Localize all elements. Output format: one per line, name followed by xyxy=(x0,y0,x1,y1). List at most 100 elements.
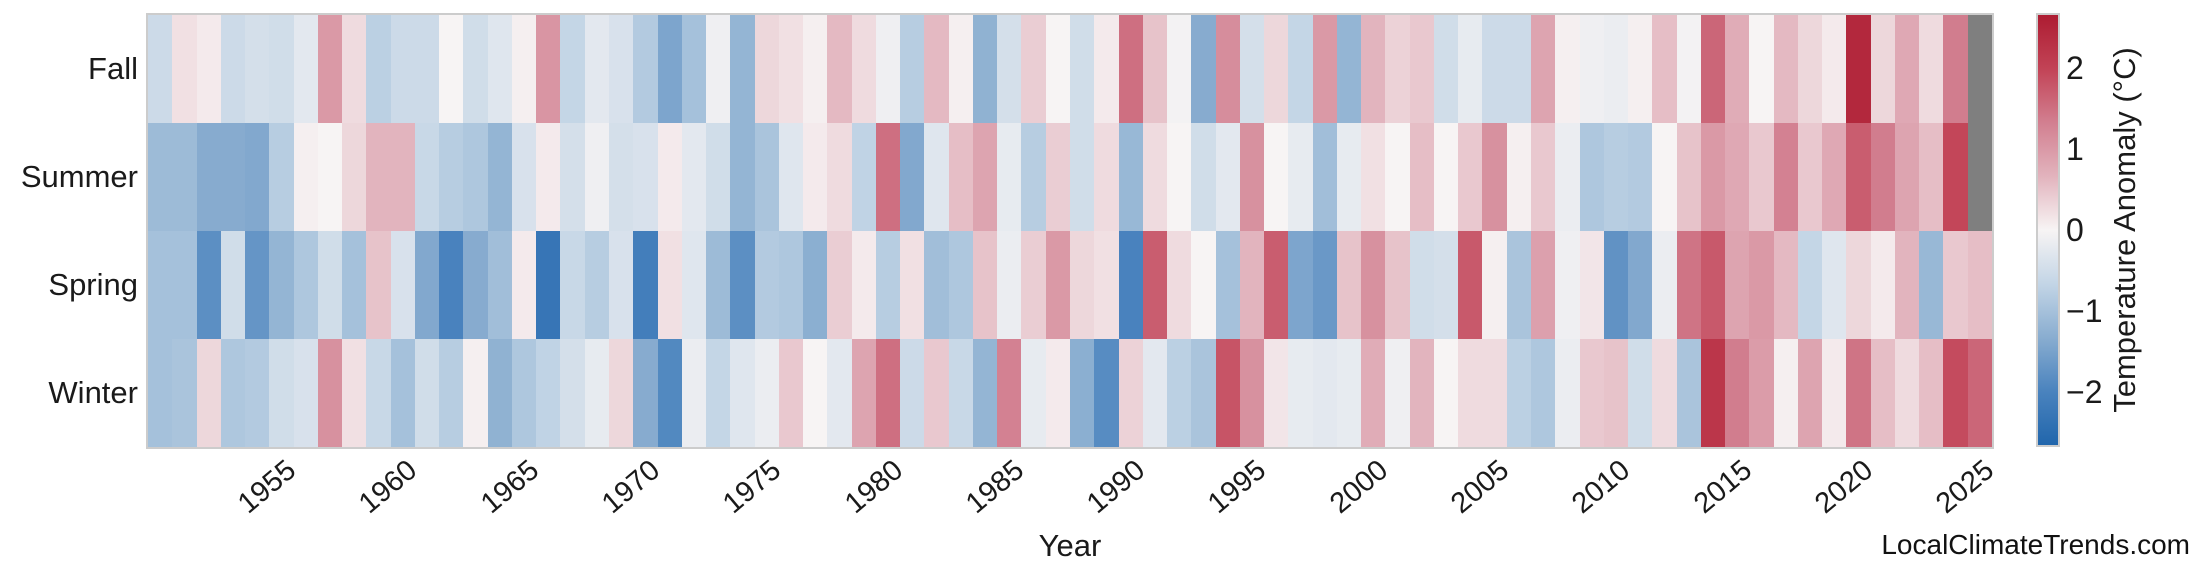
heatmap-cell xyxy=(1288,339,1313,447)
heatmap-cell xyxy=(1336,15,1362,123)
heatmap-cell xyxy=(1045,231,1070,339)
heatmap-cell xyxy=(148,231,173,339)
heatmap-cell xyxy=(1919,231,1944,339)
heatmap-cell xyxy=(1773,339,1798,447)
heatmap-cell xyxy=(972,15,998,123)
heatmap-cell xyxy=(1458,231,1483,339)
heatmap-cell xyxy=(1409,123,1434,231)
heatmap-cell xyxy=(269,339,294,447)
heatmap-cell xyxy=(245,339,270,447)
heatmap-cell xyxy=(1967,15,1992,123)
heatmap-cell xyxy=(1191,339,1216,447)
heatmap-cell xyxy=(827,231,852,339)
heatmap-cell xyxy=(1482,15,1507,123)
heatmap-cell xyxy=(851,231,876,339)
heatmap-cell xyxy=(1967,339,1992,447)
heatmap-cell xyxy=(1142,231,1168,339)
heatmap-cell xyxy=(269,123,294,231)
heatmap-cell xyxy=(1943,123,1968,231)
heatmap-cell xyxy=(900,231,925,339)
x-tick-label: 2010 xyxy=(1566,454,1637,520)
heatmap-cell xyxy=(269,15,294,123)
heatmap-cell xyxy=(1919,339,1944,447)
heatmap-cell xyxy=(1045,339,1070,447)
heatmap-cell xyxy=(1312,15,1337,123)
x-tick-label: 1955 xyxy=(232,454,303,520)
heatmap-cell xyxy=(342,339,367,447)
heatmap-cell xyxy=(657,339,682,447)
heatmap-cell xyxy=(1142,123,1168,231)
heatmap-cell xyxy=(875,339,901,447)
heatmap-cell xyxy=(172,339,197,447)
colorbar-tick-label: −1 xyxy=(2066,293,2103,330)
heatmap-cell xyxy=(1118,15,1143,123)
heatmap-cell xyxy=(1749,123,1774,231)
heatmap-cell xyxy=(1628,231,1653,339)
heatmap-cell xyxy=(1725,339,1750,447)
heatmap-cell xyxy=(1603,123,1629,231)
heatmap-cell xyxy=(1555,15,1580,123)
heatmap-cell xyxy=(536,231,561,339)
heatmap-cell xyxy=(948,123,973,231)
y-axis-label: Spring xyxy=(48,267,138,302)
heatmap-cell xyxy=(1385,339,1410,447)
heatmap-cell xyxy=(1822,339,1847,447)
heatmap-cell xyxy=(1579,15,1604,123)
heatmap-cell xyxy=(414,15,440,123)
heatmap-cell xyxy=(1725,123,1750,231)
heatmap-cell xyxy=(657,231,682,339)
heatmap-cell xyxy=(148,15,173,123)
heatmap-cell xyxy=(1652,15,1677,123)
heatmap-cell xyxy=(1652,339,1677,447)
heatmap-cell xyxy=(1312,123,1337,231)
heatmap-cell xyxy=(1506,231,1531,339)
heatmap-cell xyxy=(1239,123,1265,231)
heatmap-cell xyxy=(1458,123,1483,231)
heatmap-cell xyxy=(1215,231,1240,339)
heatmap-cell xyxy=(1773,231,1798,339)
y-axis-label: Summer xyxy=(20,159,138,194)
heatmap-cell xyxy=(487,231,512,339)
heatmap-cell xyxy=(875,231,901,339)
heatmap-cell xyxy=(1215,15,1240,123)
heatmap-cell xyxy=(1725,15,1750,123)
heatmap-cell xyxy=(1531,15,1556,123)
heatmap-cell xyxy=(342,123,367,231)
heatmap-cell xyxy=(1070,231,1095,339)
heatmap-cell xyxy=(1288,231,1313,339)
x-tick-label: 2015 xyxy=(1687,454,1758,520)
heatmap-cell xyxy=(706,231,731,339)
x-tick-label: 1980 xyxy=(838,454,909,520)
heatmap-cell xyxy=(1846,123,1871,231)
heatmap-cell xyxy=(1797,339,1823,447)
heatmap-cell xyxy=(1021,339,1046,447)
heatmap-cell xyxy=(1021,123,1046,231)
heatmap-cell xyxy=(657,15,682,123)
heatmap-cell xyxy=(997,123,1022,231)
heatmap-cell xyxy=(1506,123,1531,231)
heatmap-cell xyxy=(681,123,707,231)
heatmap-cell xyxy=(1167,339,1192,447)
heatmap-cell xyxy=(245,15,270,123)
heatmap-cell xyxy=(439,123,464,231)
heatmap-cell xyxy=(997,231,1022,339)
heatmap-cell xyxy=(1045,123,1070,231)
heatmap-cell xyxy=(439,15,464,123)
heatmap-cell xyxy=(1797,123,1823,231)
heatmap-cell xyxy=(997,15,1022,123)
heatmap-cell xyxy=(681,339,707,447)
heatmap-cell xyxy=(245,123,270,231)
heatmap-cell xyxy=(1773,123,1798,231)
heatmap-cell xyxy=(778,339,804,447)
heatmap-cell xyxy=(366,231,391,339)
heatmap-cell xyxy=(172,231,197,339)
heatmap-cell xyxy=(778,15,804,123)
heatmap-cell xyxy=(1118,123,1143,231)
heatmap-cell xyxy=(293,231,318,339)
heatmap-cell xyxy=(1288,15,1313,123)
heatmap-cell xyxy=(1749,339,1774,447)
heatmap-cell xyxy=(269,231,294,339)
heatmap-cell xyxy=(1094,339,1119,447)
heatmap-cell xyxy=(1773,15,1798,123)
